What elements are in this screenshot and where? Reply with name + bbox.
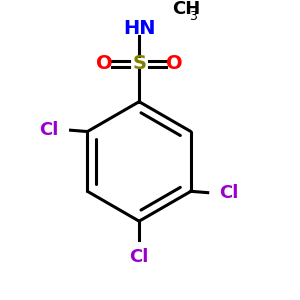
Text: Cl: Cl	[40, 121, 59, 139]
Text: O: O	[95, 54, 112, 73]
Text: HN: HN	[123, 19, 155, 38]
Text: Cl: Cl	[129, 248, 149, 266]
Text: Cl: Cl	[219, 184, 239, 202]
Text: O: O	[166, 54, 183, 73]
Text: S: S	[132, 54, 146, 73]
Text: CH: CH	[172, 0, 200, 18]
Text: 3: 3	[189, 10, 197, 22]
